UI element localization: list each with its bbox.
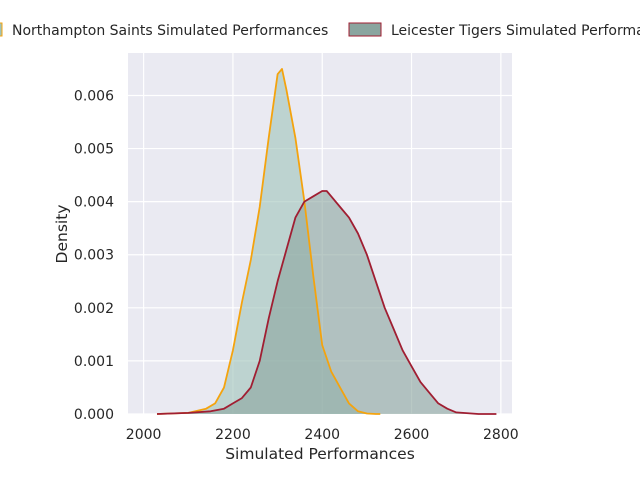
x-tick-label: 2000	[126, 427, 162, 443]
legend-swatch-northampton	[0, 22, 3, 37]
y-tick-label: 0.005	[74, 142, 114, 158]
density-areas	[156, 68, 497, 415]
y-axis-label: Density	[53, 205, 71, 264]
density-fill-northampton	[157, 68, 381, 415]
x-tick-label: 2200	[215, 427, 251, 443]
x-axis-ticks: 2000 2200 2400 2600 2800	[126, 427, 519, 443]
x-tick-label: 2400	[304, 427, 340, 443]
y-tick-label: 0.006	[74, 88, 114, 104]
x-tick-label: 2600	[394, 427, 430, 443]
legend-label-leicester: Leicester Tigers Simulated Performances	[391, 23, 640, 39]
legend-swatch-leicester	[348, 22, 382, 37]
density-fill-leicester	[157, 191, 497, 414]
density-line-northampton	[156, 68, 381, 415]
y-tick-label: 0.000	[74, 407, 114, 423]
legend: Northampton Saints Simulated Performance…	[0, 22, 640, 39]
legend-label-northampton: Northampton Saints Simulated Performance…	[12, 23, 328, 39]
y-tick-label: 0.004	[74, 195, 114, 211]
y-tick-label: 0.003	[74, 248, 114, 264]
y-tick-label: 0.002	[74, 301, 114, 317]
y-tick-label: 0.001	[74, 354, 114, 370]
x-axis-label: Simulated Performances	[225, 445, 415, 463]
y-axis-ticks: 0.000 0.001 0.002 0.003 0.004 0.005 0.006	[74, 88, 114, 423]
x-tick-label: 2800	[483, 427, 519, 443]
density-line-leicester	[156, 190, 497, 415]
